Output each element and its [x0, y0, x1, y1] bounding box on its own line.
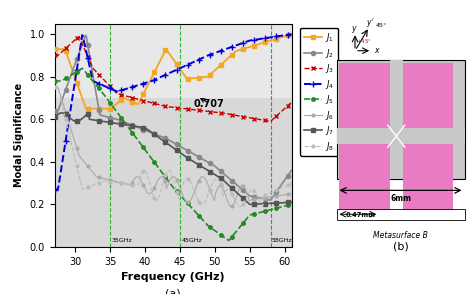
Text: $45°$: $45°$ [375, 21, 387, 29]
Bar [337, 60, 465, 179]
Bar [402, 63, 453, 128]
Bar [337, 128, 465, 144]
Text: 45GHz: 45GHz [182, 238, 202, 243]
Y-axis label: Modal Significance: Modal Significance [14, 83, 24, 187]
Text: $x$: $x$ [374, 46, 380, 56]
Text: Metasurface B: Metasurface B [373, 231, 428, 240]
X-axis label: Frequency (GHz): Frequency (GHz) [121, 272, 225, 282]
Text: 58GHz: 58GHz [272, 238, 292, 243]
Text: 0.47mm: 0.47mm [346, 212, 376, 218]
Bar [337, 209, 465, 220]
Text: (a): (a) [165, 288, 181, 294]
Text: 6mm: 6mm [390, 194, 411, 203]
Text: (b): (b) [392, 241, 409, 251]
Text: 35GHz: 35GHz [112, 238, 132, 243]
Text: $y$: $y$ [351, 24, 357, 34]
Text: $+45°$: $+45°$ [356, 37, 372, 45]
Text: 0.707: 0.707 [194, 98, 225, 108]
Bar [55, 24, 292, 96]
Bar [339, 63, 390, 128]
Bar [390, 60, 402, 179]
Text: $y'$: $y'$ [366, 16, 375, 29]
Legend: $J_1$, $J_2$, $J_3$, $J_4$, $J_5$, $J_6$, $J_7$, $J_8$: $J_1$, $J_2$, $J_3$, $J_4$, $J_5$, $J_6$… [301, 28, 338, 156]
Bar [402, 144, 453, 210]
Bar [339, 144, 390, 210]
